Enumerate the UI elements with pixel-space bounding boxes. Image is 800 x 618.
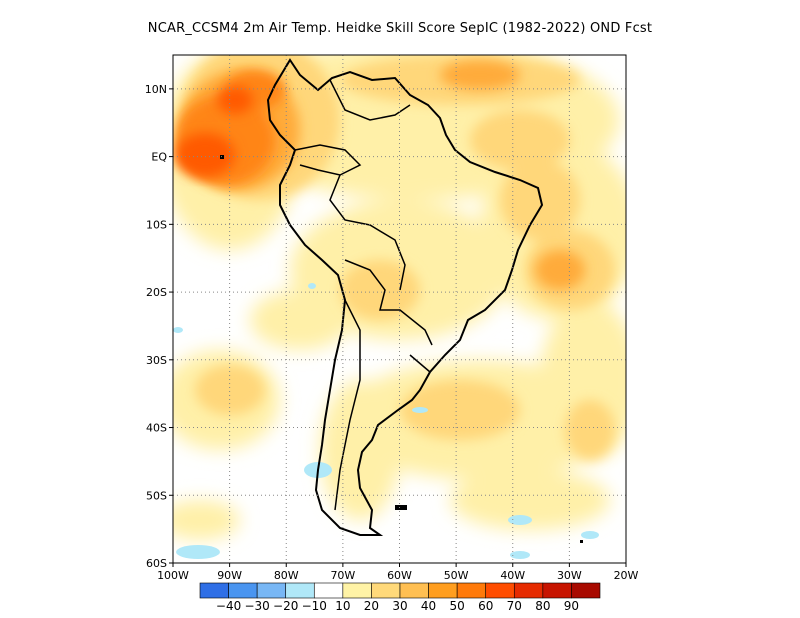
colorbar-label: 60 <box>478 599 493 613</box>
colorbar-swatch <box>399 582 429 599</box>
lon-tick-label: 20W <box>614 569 639 582</box>
lat-tick-label: 10N <box>145 83 167 96</box>
colorbar-swatch <box>542 582 572 599</box>
colorbar-label: −30 <box>244 599 269 613</box>
lon-tick-label: 60W <box>387 569 412 582</box>
lon-tick-label: 80W <box>274 569 299 582</box>
colorbar-swatch <box>371 582 401 599</box>
shading-layer <box>173 55 626 563</box>
lat-tick-label: 50S <box>146 489 167 502</box>
colorbar-swatch <box>456 582 487 599</box>
colorbar-label: 10 <box>335 599 350 613</box>
lat-tick-label: EQ <box>151 151 167 164</box>
colorbar-swatch <box>513 582 544 599</box>
colorbar-label: 90 <box>564 599 579 613</box>
colorbar-swatch <box>571 582 601 599</box>
colorbar-label: 50 <box>450 599 465 613</box>
map-title: NCAR_CCSM4 2m Air Temp. Heidke Skill Sco… <box>147 21 653 36</box>
lat-tick-label: 60S <box>146 557 167 570</box>
south-america-coastline <box>266 58 544 536</box>
lon-tick-label: 40W <box>500 569 525 582</box>
colorbar-swatch <box>342 582 372 599</box>
colorbar-label: 20 <box>364 599 379 613</box>
grid-lines <box>173 55 626 563</box>
country-borders <box>294 79 433 511</box>
colorbar-swatch <box>485 582 515 599</box>
lat-tick-label: 30S <box>146 354 167 367</box>
colorbar-swatch <box>285 582 315 599</box>
colorbar-label: −40 <box>216 599 241 613</box>
colorbar-label: 40 <box>421 599 436 613</box>
colorbar-label: −10 <box>302 599 327 613</box>
colorbar-swatch <box>256 582 287 599</box>
colorbar: −40 −30 −20 −10 10 20 30 40 50 60 70 80 90 <box>199 582 601 613</box>
colorbar-swatch <box>428 582 458 599</box>
lon-tick-label: 30W <box>557 569 582 582</box>
colorbar-swatch <box>313 582 344 599</box>
colorbar-swatch <box>199 582 229 599</box>
lat-tick-label: 10S <box>146 218 167 231</box>
colorbar-label: 30 <box>392 599 407 613</box>
lon-tick-label: 70W <box>330 569 355 582</box>
lon-tick-label: 100W <box>157 569 189 582</box>
lat-tick-label: 20S <box>146 286 167 299</box>
colorbar-label: 80 <box>535 599 550 613</box>
lon-tick-label: 50W <box>444 569 469 582</box>
lon-tick-label: 90W <box>217 569 242 582</box>
colorbar-label: 70 <box>507 599 522 613</box>
colorbar-label: −20 <box>273 599 298 613</box>
colorbar-swatch <box>228 582 258 599</box>
lat-tick-label: 40S <box>146 422 167 435</box>
